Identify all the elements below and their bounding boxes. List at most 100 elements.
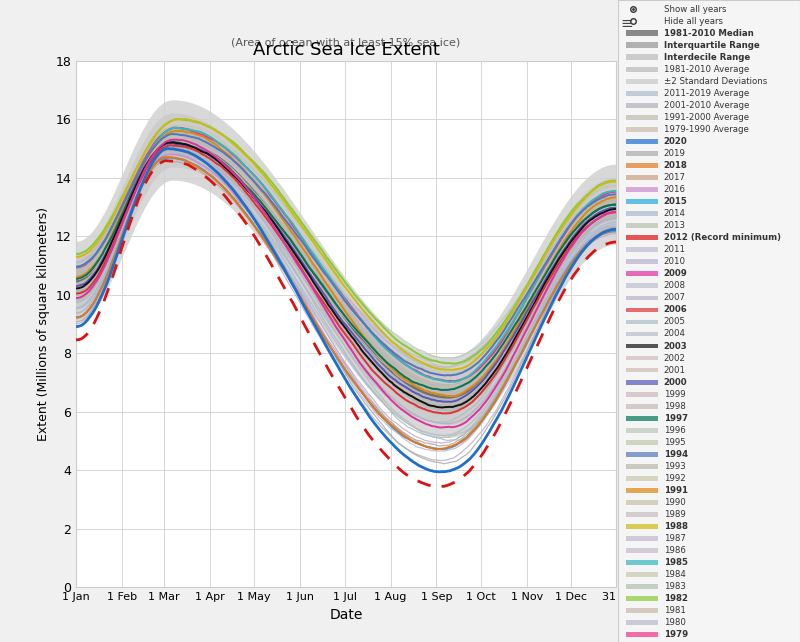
Text: 1990: 1990 (664, 498, 686, 507)
Text: 2013: 2013 (664, 221, 686, 230)
Y-axis label: Extent (Millions of square kilometers): Extent (Millions of square kilometers) (37, 207, 50, 441)
Bar (626, 272, 658, 276)
Text: 2016: 2016 (664, 185, 686, 194)
Text: 2012 (Record minimum): 2012 (Record minimum) (664, 233, 781, 242)
Bar (626, 488, 658, 493)
Text: 1987: 1987 (664, 534, 686, 543)
Bar (626, 500, 658, 505)
Bar (626, 91, 658, 96)
Text: 1994: 1994 (664, 450, 688, 459)
Bar (626, 404, 658, 408)
Bar (626, 608, 658, 613)
Bar (626, 151, 658, 156)
Text: 1981-2010 Average: 1981-2010 Average (664, 65, 749, 74)
Text: 1998: 1998 (664, 402, 686, 411)
Bar (626, 632, 658, 637)
Bar (626, 247, 658, 252)
Text: 2001-2010 Average: 2001-2010 Average (664, 101, 749, 110)
Text: Interdecile Range: Interdecile Range (664, 53, 750, 62)
Text: 2011-2019 Average: 2011-2019 Average (664, 89, 749, 98)
Bar (626, 512, 658, 517)
Text: 2000: 2000 (664, 377, 687, 386)
Bar (626, 392, 658, 397)
Bar (626, 187, 658, 192)
Bar (626, 452, 658, 456)
Text: 2008: 2008 (664, 281, 686, 290)
Text: ≡: ≡ (620, 16, 633, 31)
Text: Interquartile Range: Interquartile Range (664, 41, 759, 50)
Text: 1993: 1993 (664, 462, 686, 471)
Text: 1996: 1996 (664, 426, 686, 435)
Bar (626, 139, 658, 144)
Text: 2002: 2002 (664, 354, 686, 363)
Bar (626, 584, 658, 589)
Bar (626, 560, 658, 565)
Text: 1988: 1988 (664, 522, 688, 531)
Bar (626, 331, 658, 336)
Text: 1991: 1991 (664, 486, 688, 495)
Text: 1984: 1984 (664, 570, 686, 579)
Bar (626, 175, 658, 180)
Bar (626, 428, 658, 433)
Text: 1986: 1986 (664, 546, 686, 555)
Bar (626, 259, 658, 265)
Text: 2004: 2004 (664, 329, 686, 338)
Bar (626, 476, 658, 481)
Bar (626, 356, 658, 360)
Bar (626, 308, 658, 313)
Text: 2001: 2001 (664, 365, 686, 374)
Bar (626, 368, 658, 372)
Text: 2011: 2011 (664, 245, 686, 254)
Bar (626, 440, 658, 445)
Text: 2007: 2007 (664, 293, 686, 302)
Text: 1981-2010 Median: 1981-2010 Median (664, 29, 754, 38)
Bar (626, 295, 658, 300)
Bar (626, 524, 658, 529)
Bar (626, 596, 658, 601)
Text: Hide all years: Hide all years (664, 17, 723, 26)
Bar (626, 199, 658, 204)
Bar (626, 115, 658, 120)
Text: 2014: 2014 (664, 209, 686, 218)
Text: 2020: 2020 (664, 137, 687, 146)
Text: 1997: 1997 (664, 413, 688, 422)
Text: 2009: 2009 (664, 270, 687, 279)
Bar (626, 320, 658, 324)
Bar (626, 127, 658, 132)
Text: 2017: 2017 (664, 173, 686, 182)
Text: 2018: 2018 (664, 161, 688, 170)
Bar (626, 379, 658, 385)
Text: 1983: 1983 (664, 582, 686, 591)
Bar (626, 103, 658, 108)
Text: 1991-2000 Average: 1991-2000 Average (664, 113, 749, 122)
Text: 1979-1990 Average: 1979-1990 Average (664, 125, 749, 134)
Bar (626, 284, 658, 288)
Text: 1979: 1979 (664, 630, 688, 639)
Bar (626, 548, 658, 553)
Bar (626, 343, 658, 349)
Text: 2019: 2019 (664, 149, 686, 158)
Bar (626, 464, 658, 469)
Text: 1982: 1982 (664, 594, 688, 603)
Text: 1980: 1980 (664, 618, 686, 627)
Text: 2006: 2006 (664, 306, 687, 315)
Text: 2015: 2015 (664, 197, 687, 206)
Text: (Area of ocean with at least 15% sea ice): (Area of ocean with at least 15% sea ice… (231, 38, 461, 48)
Bar (626, 572, 658, 577)
Bar (626, 236, 658, 240)
Bar (626, 55, 658, 60)
Text: ±2 Standard Deviations: ±2 Standard Deviations (664, 77, 767, 86)
Bar (626, 536, 658, 541)
Text: 2005: 2005 (664, 317, 686, 327)
Bar (626, 79, 658, 84)
Text: 1989: 1989 (664, 510, 686, 519)
Bar (626, 163, 658, 168)
Text: 2010: 2010 (664, 257, 686, 266)
Text: 2003: 2003 (664, 342, 687, 351)
Bar (626, 67, 658, 72)
Text: 1999: 1999 (664, 390, 686, 399)
X-axis label: Date: Date (330, 608, 362, 622)
Bar (626, 620, 658, 625)
Text: Show all years: Show all years (664, 4, 726, 13)
Text: 1985: 1985 (664, 558, 688, 567)
